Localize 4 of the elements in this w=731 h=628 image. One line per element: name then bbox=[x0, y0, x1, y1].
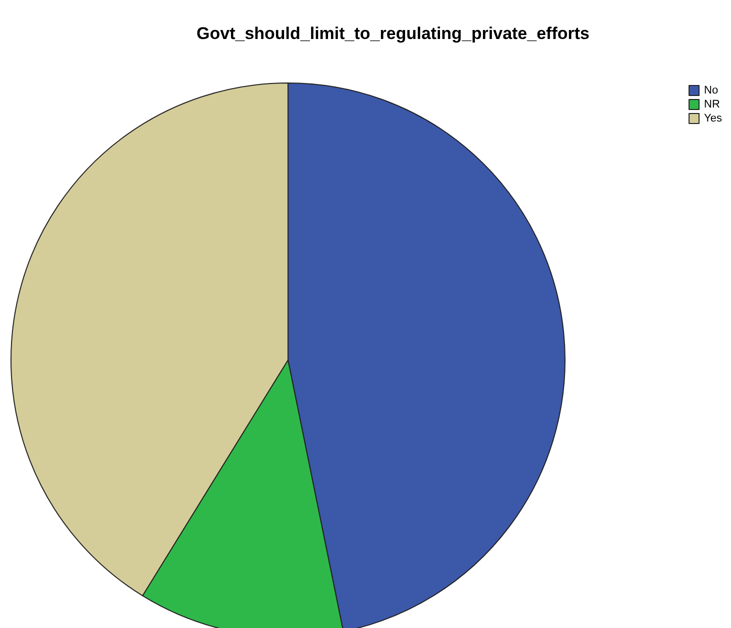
chart-title: Govt_should_limit_to_regulating_private_efforts bbox=[196, 24, 590, 43]
legend-label: Yes bbox=[704, 112, 722, 124]
legend-label: No bbox=[704, 84, 718, 96]
legend-label: NR bbox=[704, 98, 720, 110]
